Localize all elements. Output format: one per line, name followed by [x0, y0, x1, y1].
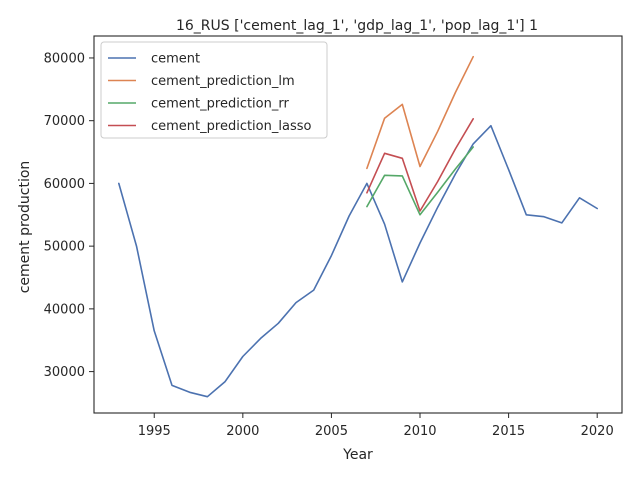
y-axis: 30000 40000 50000 60000 70000 80000: [44, 51, 94, 380]
y-tick-label: 80000: [44, 51, 85, 66]
legend-frame: [100, 41, 328, 139]
x-tick-label: 1995: [138, 424, 171, 439]
legend-label-cement: cement: [151, 52, 200, 67]
x-tick-label: 2015: [492, 424, 525, 439]
legend-label-cement_prediction_rr: cement_prediction_rr: [151, 97, 289, 112]
y-tick-label: 40000: [44, 302, 85, 317]
series-line-cement_prediction_lm: [366, 55, 475, 170]
series-line-cement_prediction_rr: [366, 146, 475, 216]
series-line-cement_prediction_lasso: [366, 118, 475, 212]
x-tick-label: 2010: [403, 424, 436, 439]
x-tick-label: 2020: [581, 424, 614, 439]
y-tick-label: 60000: [44, 177, 85, 192]
series-layer: [118, 55, 599, 398]
x-tick-label: 2000: [226, 424, 259, 439]
y-tick-label: 50000: [44, 240, 85, 255]
y-axis-title: cement production: [17, 161, 33, 294]
chart-title: 16_RUS ['cement_lag_1', 'gdp_lag_1', 'po…: [176, 18, 538, 34]
x-axis: 1995 2000 2005 2010 2015 2020: [138, 413, 614, 439]
y-tick-label: 70000: [44, 114, 85, 129]
legend-label-cement_prediction_lm: cement_prediction_lm: [151, 74, 295, 89]
legend: cement cement_prediction_lm cement_predict…: [100, 41, 328, 139]
x-axis-title: Year: [342, 447, 373, 463]
series-line-cement: [118, 124, 599, 398]
y-tick-label: 30000: [44, 365, 85, 380]
legend-label-cement_prediction_lasso: cement_prediction_lasso: [151, 119, 311, 134]
x-tick-label: 2005: [315, 424, 348, 439]
